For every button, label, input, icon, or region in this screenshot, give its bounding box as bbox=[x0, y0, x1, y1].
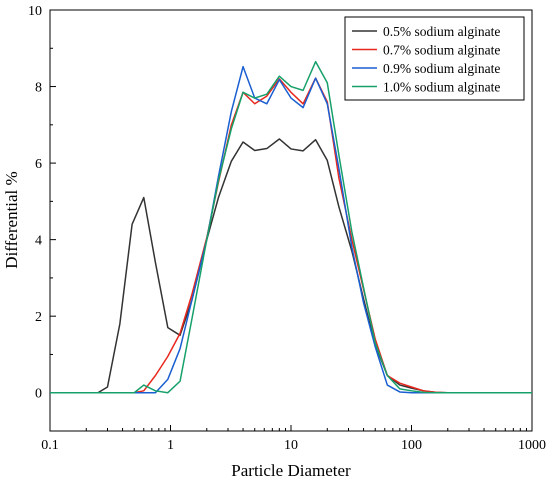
legend-label: 0.7% sodium alginate bbox=[383, 43, 500, 58]
x-axis-title: Particle Diameter bbox=[231, 461, 351, 480]
legend: 0.5% sodium alginate 0.7% sodium alginate… bbox=[344, 16, 525, 101]
x-tick-label: 10 bbox=[284, 438, 298, 453]
y-tick-label: 2 bbox=[35, 310, 42, 325]
series-line-2 bbox=[50, 77, 532, 394]
series-line-1 bbox=[50, 138, 532, 394]
legend-label: 0.9% sodium alginate bbox=[383, 61, 500, 76]
series-lines bbox=[50, 60, 532, 394]
x-tick-label: 1 bbox=[167, 438, 174, 453]
y-tick-label: 0 bbox=[35, 387, 42, 402]
y-axis-title: Differential % bbox=[2, 171, 21, 268]
series-line-3 bbox=[50, 65, 532, 394]
y-tick-label: 4 bbox=[35, 234, 42, 249]
y-tick-label: 8 bbox=[35, 81, 42, 96]
y-tick-label: 6 bbox=[35, 157, 42, 172]
y-tick-label: 10 bbox=[28, 4, 42, 19]
axis-ticks: 0.1 1 10 100 1000 0 2 4 6 8 10 bbox=[28, 4, 546, 453]
legend-label: 1.0% sodium alginate bbox=[383, 80, 500, 95]
x-tick-label: 100 bbox=[401, 438, 422, 453]
legend-label: 0.5% sodium alginate bbox=[383, 24, 500, 39]
x-tick-label: 0.1 bbox=[41, 438, 59, 453]
x-tick-label: 1000 bbox=[518, 438, 546, 453]
series-line-4 bbox=[50, 60, 532, 394]
